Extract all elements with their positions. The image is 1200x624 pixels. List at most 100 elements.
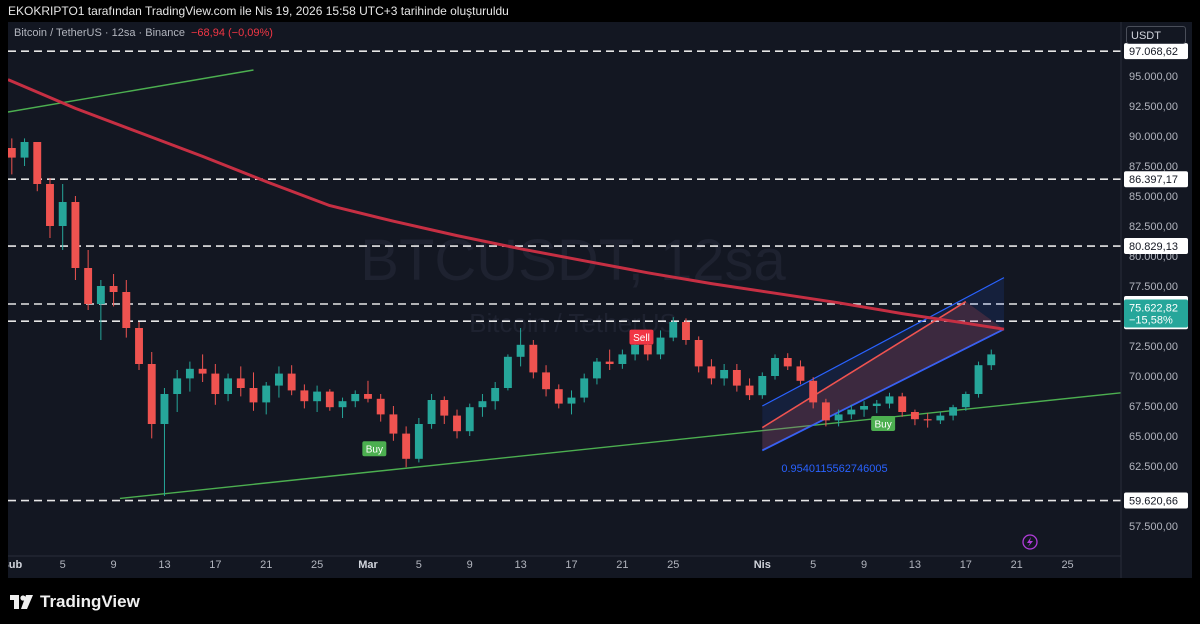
candle-body [516,344,525,357]
candle-body [147,364,156,424]
candle-body [669,322,678,338]
candle-body [389,414,398,434]
price-change: −68,94 (−0,09%) [191,27,273,39]
candle-body [860,406,868,410]
currency-selector[interactable]: USDT [1126,26,1186,44]
candle-body [694,340,703,367]
candle-body [262,385,271,403]
candle-body [796,366,805,381]
candle-body [71,202,80,268]
price-tick-label: 77.500,00 [1129,281,1178,293]
time-tick-label: 5 [60,559,66,571]
candle-body [224,378,232,394]
candle-body [325,391,334,408]
signal-box [629,329,654,345]
candle-body [923,419,932,421]
time-tick-label: 17 [565,559,577,571]
level-price-label: 97.068,62 [1124,43,1188,60]
candle-body [618,354,627,364]
candle-body [707,366,716,379]
candle-body [643,344,652,355]
level-price-label: 86.397,17 [1124,171,1188,188]
level-label-box [1124,492,1188,509]
time-tick-label: Şub [8,559,22,571]
candle-body [974,365,983,394]
trendline-upper [8,69,254,113]
regression-channel-mid [761,300,967,429]
candle-body [834,414,843,421]
last-price-box [1124,299,1188,328]
signal-label: Buy [366,445,383,456]
time-tick-label: 5 [416,559,422,571]
candle-body [529,344,538,373]
time-tick-label: 21 [1011,559,1023,571]
tradingview-logo[interactable]: TradingView [10,592,140,612]
time-tick-label: Nis [754,559,771,571]
time-tick-label: 21 [616,559,628,571]
candle-body [8,148,16,158]
regression-channel-upper [762,277,1005,407]
candle-body [771,358,779,376]
level-price-label: 80.829,13 [1124,238,1188,255]
watermark-title: BTCUSDT, 12sa [360,228,786,293]
level-label-box [1124,238,1188,255]
time-tick-label: 13 [909,559,921,571]
candle-body [465,407,474,432]
regression-channel-lower [761,328,1005,452]
time-tick-label: 17 [960,559,972,571]
candle-body [427,400,436,424]
time-tick-label: 25 [311,559,323,571]
time-tick-label: 13 [158,559,170,571]
level-label-text: 97.068,62 [1129,46,1178,58]
symbol-legend[interactable]: Bitcoin / TetherUS · 12sa · Binance −68,9… [14,27,273,39]
price-tick-label: 67.500,00 [1129,401,1178,413]
candle-body [605,361,614,364]
level-label-text: 80.829,13 [1129,241,1178,253]
candle-body [185,368,194,379]
candle-body [122,292,131,328]
price-tick-label: 82.500,00 [1129,221,1178,233]
candle-body [453,415,461,432]
candle-body [885,396,894,404]
candle-body [542,372,550,390]
candle-body [211,373,220,394]
candle-body [503,356,512,388]
candle-body [274,373,283,386]
candle-body [821,402,830,421]
candle-body [949,407,958,416]
candle-body [440,400,449,416]
symbol-description: Bitcoin / TetherUS · 12sa · Binance [14,27,185,39]
candle-body [987,354,996,366]
candle-body [847,409,856,415]
price-tick-label: 65.000,00 [1129,431,1178,443]
candle-body [376,398,385,415]
candle-body [567,397,576,404]
brand-name: TradingView [40,592,140,611]
candle-body [872,403,881,406]
last-price-tag: 75.622,82−15,58% [1124,299,1188,328]
sell-signal: Sell [629,329,654,345]
time-tick-label: 9 [467,559,473,571]
candle-body [936,415,945,421]
candle-body [720,370,729,379]
buy-signal: Buy [871,416,896,431]
chart-area[interactable]: BTCUSDT, 12sa Bitcoin / TetherUS 0.954011… [8,22,1192,578]
last-price-change: −15,58% [1129,315,1173,327]
candle-body [160,394,169,424]
candle-body [33,142,42,184]
price-tick-label: 70.000,00 [1129,371,1178,383]
signal-box [362,441,387,457]
candle-body [554,389,563,404]
price-tick-label: 87.500,00 [1129,161,1178,173]
lightning-icon-ring [1022,534,1038,550]
candle-body [300,390,309,402]
signal-label: Buy [875,420,892,431]
candle-body [783,358,792,367]
time-tick-label: 17 [209,559,221,571]
candle-body [58,202,67,226]
candle-body [491,388,500,402]
price-tick-label: 92.500,00 [1129,101,1178,113]
candle-body [364,394,372,399]
